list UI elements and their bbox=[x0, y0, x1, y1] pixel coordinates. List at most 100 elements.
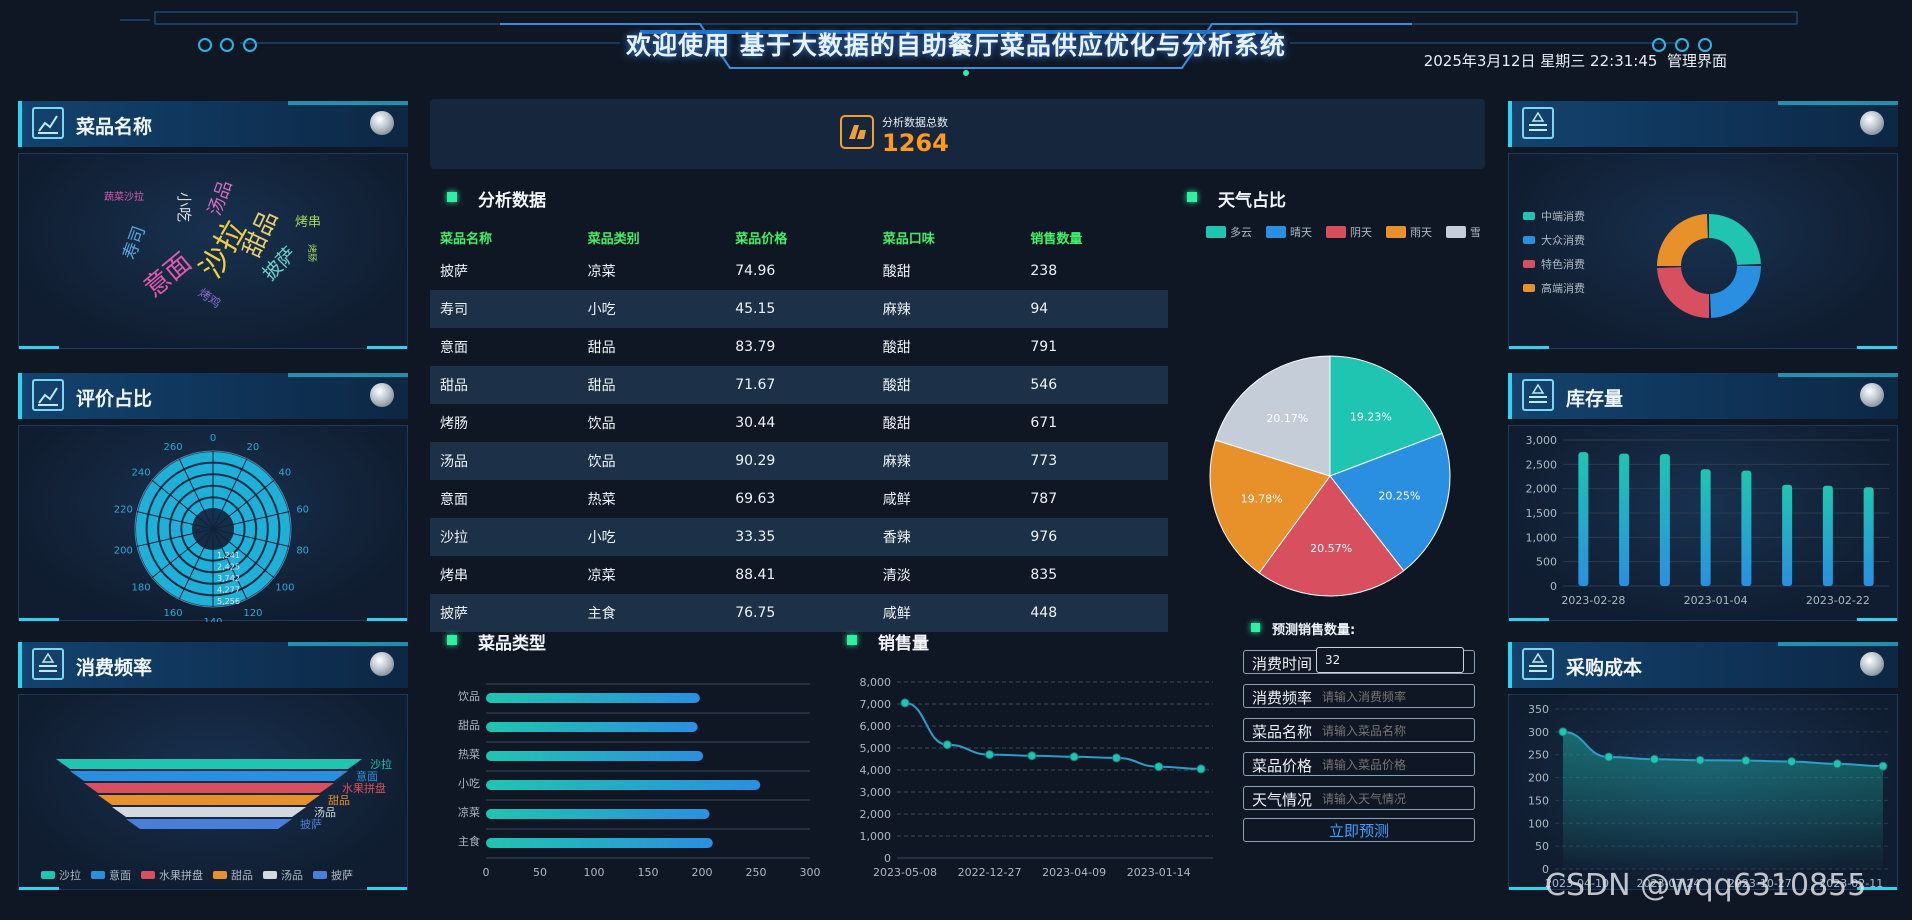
bar[interactable] bbox=[1659, 454, 1670, 586]
polar-angle-label: 0 bbox=[210, 433, 216, 444]
funnel-segment[interactable] bbox=[98, 795, 320, 805]
polar-spoke bbox=[151, 528, 214, 579]
bar[interactable] bbox=[486, 751, 704, 761]
pie-legend-label[interactable]: 阴天 bbox=[1350, 226, 1372, 239]
data-point[interactable] bbox=[1787, 757, 1797, 767]
data-point[interactable] bbox=[1695, 755, 1705, 765]
pie-legend-swatch[interactable] bbox=[1446, 226, 1466, 238]
pie-slice[interactable] bbox=[1329, 355, 1443, 477]
pie-slice[interactable] bbox=[1209, 439, 1331, 574]
data-point[interactable] bbox=[1649, 754, 1659, 764]
pie-legend-swatch[interactable] bbox=[1206, 226, 1226, 238]
pie-slice[interactable] bbox=[1214, 355, 1331, 477]
pie-legend-swatch[interactable] bbox=[1326, 226, 1346, 238]
funnel-legend-swatch[interactable] bbox=[41, 871, 55, 879]
funnel-legend-swatch[interactable] bbox=[263, 871, 277, 879]
donut-slice[interactable] bbox=[1657, 214, 1708, 266]
pie-legend-label[interactable]: 雪天 bbox=[1470, 226, 1480, 239]
form-row: 消费频率 bbox=[1243, 684, 1475, 708]
data-point[interactable] bbox=[1832, 759, 1842, 769]
funnel-segment[interactable] bbox=[70, 771, 348, 781]
bar[interactable] bbox=[486, 722, 698, 732]
funnel-legend-swatch[interactable] bbox=[313, 871, 327, 879]
funnel-segment[interactable] bbox=[84, 783, 334, 793]
knob-icon[interactable] bbox=[1860, 383, 1884, 407]
form-input[interactable] bbox=[1320, 720, 1474, 742]
donut-legend-label[interactable]: 大众消费 bbox=[1541, 233, 1585, 247]
table-cell: 甜品 bbox=[587, 340, 616, 356]
data-point[interactable] bbox=[942, 740, 952, 750]
data-point[interactable] bbox=[1604, 752, 1614, 762]
funnel-segment[interactable] bbox=[56, 759, 362, 769]
funnel-legend-label[interactable]: 甜品 bbox=[231, 869, 253, 882]
funnel-legend-label[interactable]: 沙拉 bbox=[59, 868, 81, 882]
funnel-segment[interactable] bbox=[112, 807, 306, 817]
donut-legend-swatch[interactable] bbox=[1523, 260, 1535, 268]
form-input[interactable] bbox=[1320, 686, 1474, 708]
funnel-legend-label[interactable]: 披萨 bbox=[331, 868, 353, 882]
bar[interactable] bbox=[1863, 487, 1874, 586]
bar[interactable] bbox=[486, 780, 761, 790]
data-point[interactable] bbox=[1111, 753, 1121, 763]
donut-legend-swatch[interactable] bbox=[1523, 212, 1535, 220]
pie-legend-label[interactable]: 晴天 bbox=[1290, 226, 1312, 239]
donut-legend-label[interactable]: 特色消费 bbox=[1541, 257, 1585, 271]
funnel-legend-label[interactable]: 汤品 bbox=[281, 868, 303, 882]
pie-legend-swatch[interactable] bbox=[1386, 226, 1406, 238]
bar[interactable] bbox=[1578, 452, 1589, 586]
data-point[interactable] bbox=[1878, 761, 1888, 771]
pie-legend-label[interactable]: 多云 bbox=[1230, 225, 1252, 239]
predict-button[interactable]: 立即预测 bbox=[1243, 818, 1475, 842]
pie-slice[interactable] bbox=[1258, 475, 1405, 597]
knob-icon[interactable] bbox=[1860, 652, 1884, 676]
form-input[interactable] bbox=[1316, 647, 1464, 673]
knob-icon[interactable] bbox=[370, 111, 394, 135]
admin-link[interactable]: 管理界面 bbox=[1666, 52, 1727, 70]
bar[interactable] bbox=[1782, 484, 1793, 586]
bar[interactable] bbox=[1700, 469, 1711, 586]
donut-legend-label[interactable]: 中端消费 bbox=[1541, 209, 1585, 223]
data-point[interactable] bbox=[985, 750, 995, 760]
pie-slice[interactable] bbox=[1329, 432, 1451, 572]
polar-ring-label: 1,241 bbox=[217, 551, 240, 560]
bar[interactable] bbox=[486, 838, 713, 848]
donut-legend-swatch[interactable] bbox=[1523, 284, 1535, 292]
y-tick-label: 6,000 bbox=[860, 720, 892, 733]
data-point[interactable] bbox=[1154, 762, 1164, 772]
table-cell: 意面 bbox=[440, 492, 468, 508]
corner-deco bbox=[19, 618, 59, 621]
funnel-legend-swatch[interactable] bbox=[141, 871, 155, 879]
bar[interactable] bbox=[1619, 453, 1630, 586]
donut-slice[interactable] bbox=[1709, 214, 1761, 265]
panel-body: 0 20 40 60 80 100 120 140 160 180 200 220 240 260 1,24… bbox=[18, 425, 408, 628]
data-point[interactable] bbox=[1069, 752, 1079, 762]
bar[interactable] bbox=[486, 693, 700, 703]
funnel-segment[interactable] bbox=[126, 819, 292, 829]
donut-slice[interactable] bbox=[1657, 267, 1709, 318]
pie-legend-label[interactable]: 雨天 bbox=[1410, 226, 1432, 239]
donut-slice[interactable] bbox=[1710, 266, 1761, 318]
knob-icon[interactable] bbox=[370, 383, 394, 407]
funnel-legend-swatch[interactable] bbox=[91, 871, 105, 879]
donut-legend-swatch[interactable] bbox=[1523, 236, 1535, 244]
funnel-legend-swatch[interactable] bbox=[213, 871, 227, 879]
bar[interactable] bbox=[1741, 470, 1752, 586]
form-input[interactable] bbox=[1320, 754, 1474, 776]
funnel-legend-label[interactable]: 水果拼盘 bbox=[159, 868, 203, 882]
data-point[interactable] bbox=[900, 698, 910, 708]
data-point[interactable] bbox=[1027, 751, 1037, 761]
polar-ring-label: 4,277 bbox=[217, 586, 240, 595]
knob-icon[interactable] bbox=[370, 652, 394, 676]
donut-legend-label[interactable]: 高端消费 bbox=[1541, 281, 1585, 295]
data-point[interactable] bbox=[1558, 727, 1568, 737]
bar[interactable] bbox=[1822, 485, 1833, 586]
data-point[interactable] bbox=[1196, 764, 1206, 774]
panel-title: 菜品名称 bbox=[76, 116, 153, 138]
funnel-legend-label[interactable]: 意面 bbox=[109, 868, 131, 882]
data-point[interactable] bbox=[1741, 756, 1751, 766]
bar[interactable] bbox=[486, 809, 710, 819]
knob-icon[interactable] bbox=[1860, 111, 1884, 135]
table-cell: 773 bbox=[1020, 442, 1168, 480]
pie-legend-swatch[interactable] bbox=[1266, 226, 1286, 238]
form-input[interactable] bbox=[1320, 788, 1474, 810]
